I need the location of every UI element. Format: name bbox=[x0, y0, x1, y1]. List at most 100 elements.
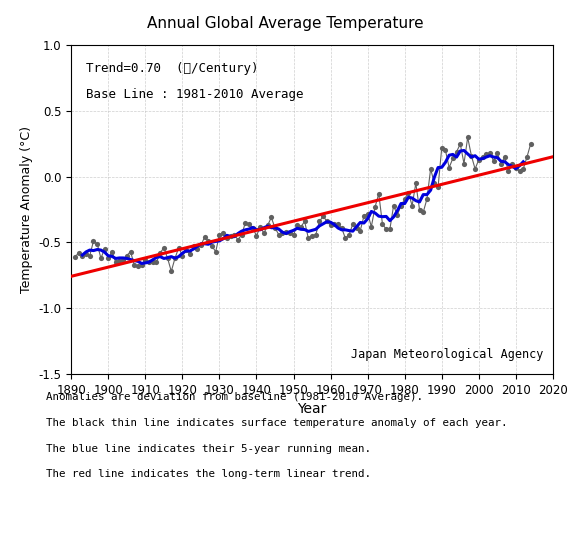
Point bbox=[282, 227, 291, 236]
Point bbox=[504, 167, 513, 176]
Point bbox=[122, 252, 131, 260]
Point bbox=[400, 195, 409, 203]
Point bbox=[522, 153, 531, 161]
Point bbox=[492, 149, 502, 158]
Point bbox=[404, 189, 413, 197]
Point bbox=[159, 244, 168, 252]
Text: The blue line indicates their 5-year running mean.: The blue line indicates their 5-year run… bbox=[46, 444, 371, 454]
Point bbox=[170, 254, 180, 263]
Point bbox=[526, 139, 535, 148]
Point bbox=[329, 220, 339, 229]
Point bbox=[367, 222, 376, 231]
Point bbox=[218, 229, 227, 238]
Point bbox=[455, 139, 465, 148]
Point bbox=[111, 258, 120, 266]
Point bbox=[356, 226, 365, 235]
Point bbox=[381, 225, 390, 233]
Point bbox=[189, 242, 198, 250]
Point bbox=[411, 179, 420, 187]
Point bbox=[385, 225, 394, 233]
Point bbox=[448, 154, 457, 163]
Point bbox=[500, 153, 509, 161]
Point bbox=[174, 244, 183, 252]
Point bbox=[148, 258, 157, 266]
Point bbox=[89, 237, 98, 246]
Point bbox=[511, 163, 520, 172]
Point bbox=[396, 201, 405, 210]
Point bbox=[152, 258, 161, 266]
Point bbox=[296, 222, 306, 231]
Point bbox=[82, 250, 91, 258]
Point bbox=[415, 205, 424, 214]
Point bbox=[263, 221, 272, 230]
Point bbox=[245, 220, 254, 229]
Y-axis label: Temperature Anomaly (°C): Temperature Anomaly (°C) bbox=[20, 126, 33, 293]
Point bbox=[241, 218, 250, 227]
Point bbox=[274, 230, 283, 239]
Point bbox=[322, 217, 331, 226]
Point bbox=[393, 210, 402, 219]
Point bbox=[133, 262, 142, 270]
Point bbox=[389, 201, 398, 210]
Point bbox=[433, 183, 442, 192]
Point bbox=[119, 255, 128, 264]
Point bbox=[255, 222, 264, 231]
Point bbox=[326, 221, 335, 230]
Point bbox=[92, 239, 101, 248]
Point bbox=[163, 254, 172, 263]
Point bbox=[203, 237, 213, 246]
Text: The red line indicates the long-term linear trend.: The red line indicates the long-term lin… bbox=[46, 469, 371, 480]
Point bbox=[515, 167, 524, 176]
Point bbox=[211, 247, 220, 256]
Point bbox=[485, 149, 494, 158]
Point bbox=[496, 159, 506, 168]
Point bbox=[74, 249, 83, 257]
Text: The black thin line indicates surface temperature anomaly of each year.: The black thin line indicates surface te… bbox=[46, 418, 507, 428]
X-axis label: Year: Year bbox=[298, 402, 327, 416]
Point bbox=[463, 133, 472, 142]
Point bbox=[348, 220, 357, 229]
Point bbox=[474, 155, 483, 164]
Point bbox=[341, 234, 350, 243]
Point bbox=[333, 220, 343, 229]
Point bbox=[408, 201, 417, 210]
Point bbox=[196, 241, 205, 249]
Point bbox=[507, 159, 516, 168]
Point bbox=[304, 234, 313, 243]
Point bbox=[470, 164, 479, 173]
Point bbox=[267, 213, 276, 222]
Point bbox=[445, 163, 454, 172]
Point bbox=[156, 249, 165, 257]
Point bbox=[337, 224, 346, 232]
Point bbox=[141, 255, 150, 264]
Point bbox=[252, 232, 261, 240]
Point bbox=[233, 235, 242, 244]
Point bbox=[452, 147, 461, 156]
Point bbox=[315, 217, 324, 226]
Point bbox=[85, 252, 94, 260]
Point bbox=[222, 234, 231, 243]
Point bbox=[107, 247, 116, 256]
Point bbox=[137, 261, 146, 269]
Point bbox=[185, 250, 194, 258]
Point bbox=[230, 230, 239, 239]
Point bbox=[70, 253, 79, 261]
Text: Anomalies are deviation from baseline (1981-2010 Average).: Anomalies are deviation from baseline (1… bbox=[46, 392, 422, 403]
Point bbox=[226, 232, 235, 240]
Point bbox=[215, 230, 224, 239]
Text: Annual Global Average Temperature: Annual Global Average Temperature bbox=[146, 16, 424, 31]
Point bbox=[126, 247, 135, 256]
Point bbox=[519, 164, 528, 173]
Point bbox=[100, 245, 109, 253]
Point bbox=[489, 156, 498, 165]
Point bbox=[129, 261, 139, 269]
Point bbox=[78, 252, 87, 260]
Text: Base Line : 1981-2010 Average: Base Line : 1981-2010 Average bbox=[86, 88, 303, 101]
Point bbox=[482, 150, 491, 159]
Point bbox=[144, 258, 153, 266]
Point bbox=[96, 254, 105, 263]
Point bbox=[278, 229, 287, 238]
Point bbox=[352, 224, 361, 232]
Point bbox=[344, 230, 353, 239]
Point bbox=[200, 233, 209, 241]
